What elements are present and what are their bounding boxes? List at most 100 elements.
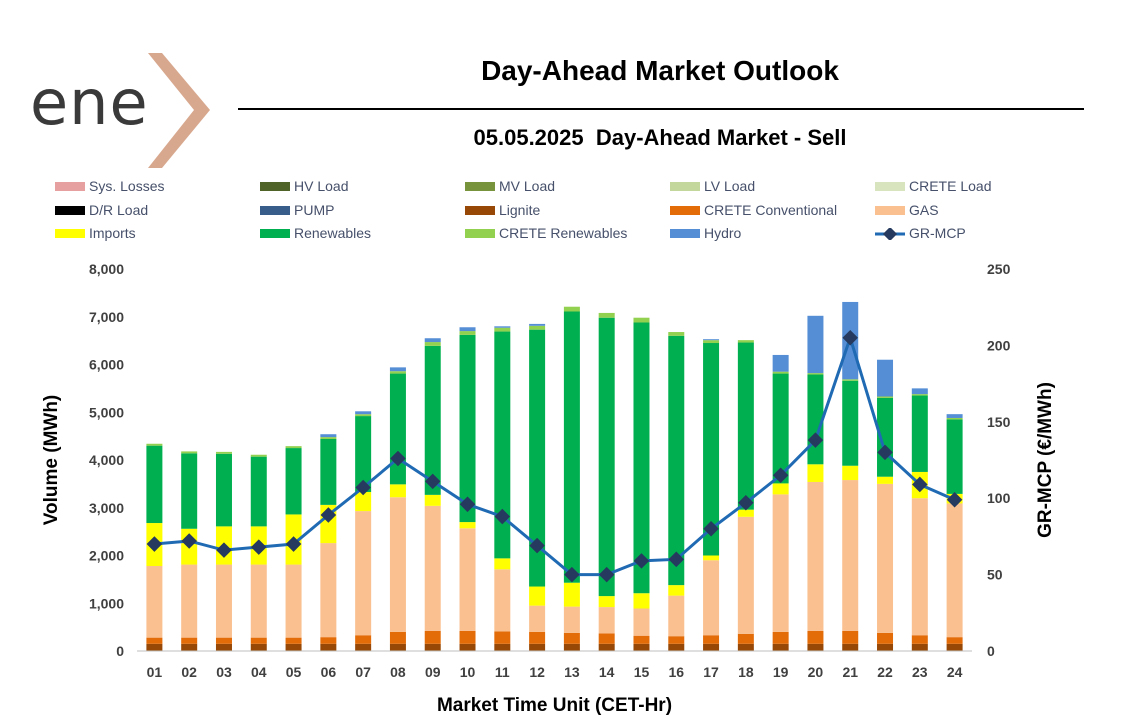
y-tick-label: 7,000 (89, 309, 124, 325)
bar-crete-conventional-04 (250, 637, 267, 644)
bar-crete-conventional-23 (911, 635, 928, 644)
legend-swatch (465, 205, 495, 215)
y2-tick-label: 0 (987, 643, 995, 659)
bar-gas-03 (215, 564, 232, 638)
bar-crete-conventional-20 (807, 630, 824, 644)
bar-crete-conventional-12 (529, 631, 546, 644)
bar-crete-renewables-24 (946, 417, 963, 420)
bar-imports-13 (563, 582, 580, 607)
gr-mcp-point-04 (250, 539, 267, 555)
bar-hydro-22 (877, 359, 894, 397)
bar-crete-conventional-24 (946, 637, 963, 644)
legend-item-d-r-load: D/R Load (55, 201, 148, 219)
bar-renewables-12 (529, 329, 546, 587)
bar-crete-renewables-05 (285, 446, 302, 449)
legend-swatch (465, 228, 495, 238)
bar-crete-conventional-14 (598, 633, 615, 644)
bar-crete-conventional-03 (215, 637, 232, 644)
legend-swatch (55, 228, 85, 238)
bar-hydro-10 (459, 327, 476, 332)
bar-imports-10 (459, 522, 476, 529)
bar-crete-renewables-13 (563, 306, 580, 312)
bar-crete-conventional-05 (285, 637, 302, 644)
bar-imports-09 (424, 494, 441, 506)
x-tick-label: 14 (599, 664, 615, 680)
bar-crete-conventional-15 (633, 635, 650, 644)
bar-crete-renewables-19 (772, 371, 789, 374)
legend-swatch (55, 205, 85, 215)
y2-tick-label: 250 (987, 261, 1011, 277)
x-tick-label: 01 (147, 664, 163, 680)
x-tick-label: 06 (321, 664, 337, 680)
gr-mcp-point-22 (877, 444, 893, 461)
legend-item-hydro: Hydro (670, 224, 741, 242)
bar-crete-conventional-07 (355, 635, 372, 644)
bar-imports-02 (181, 528, 198, 565)
legend-item-crete-renewables: CRETE Renewables (465, 224, 627, 242)
x-tick-label: 15 (634, 664, 650, 680)
gr-mcp-point-20 (807, 432, 824, 448)
bar-renewables-18 (737, 342, 754, 510)
bar-lignite-01 (146, 643, 163, 651)
bar-crete-renewables-06 (320, 437, 337, 439)
bar-renewables-10 (459, 334, 476, 523)
bar-crete-renewables-11 (494, 327, 511, 332)
bar-lignite-04 (250, 643, 267, 651)
bar-crete-conventional-13 (563, 632, 580, 644)
legend-label: CRETE Load (909, 178, 992, 194)
gr-mcp-point-16 (668, 551, 685, 568)
bar-renewables-22 (877, 397, 894, 477)
bar-hydro-12 (529, 323, 546, 326)
bar-renewables-05 (285, 448, 302, 515)
x-tick-label: 11 (495, 664, 510, 680)
bar-imports-01 (146, 523, 163, 567)
bar-lignite-09 (424, 643, 441, 651)
legend-label: LV Load (704, 178, 756, 194)
legend-swatch (260, 228, 290, 238)
gr-mcp-point-21 (842, 329, 859, 346)
legend-swatch (55, 181, 85, 191)
legend-label: PUMP (294, 202, 335, 218)
bar-renewables-13 (563, 311, 580, 583)
bar-lignite-11 (494, 643, 511, 651)
legend-item-mv-load: MV Load (465, 177, 555, 195)
bar-crete-renewables-09 (424, 342, 441, 346)
bar-crete-renewables-08 (389, 371, 406, 374)
bar-imports-19 (772, 483, 789, 495)
bar-lignite-03 (215, 643, 232, 651)
y2-tick-label: 150 (987, 414, 1011, 430)
bar-renewables-02 (181, 453, 198, 529)
legend-item-lignite: Lignite (465, 201, 540, 219)
legend-item-imports: Imports (55, 224, 136, 242)
bar-crete-conventional-09 (424, 630, 441, 644)
chart-subtitle: 05.05.2025 Day-Ahead Market - Sell (473, 125, 847, 150)
bar-gas-24 (946, 503, 963, 638)
bar-lignite-02 (181, 643, 198, 651)
legend-line-swatch (875, 226, 905, 242)
x-tick-label: 04 (251, 664, 267, 680)
logo-text: ene (30, 66, 149, 139)
bar-imports-15 (633, 593, 650, 609)
legend-label: Renewables (294, 225, 372, 241)
bar-crete-renewables-22 (877, 396, 894, 398)
bar-imports-06 (320, 504, 337, 544)
bar-hydro-07 (355, 411, 372, 415)
bar-crete-conventional-19 (772, 631, 789, 644)
bar-renewables-23 (911, 395, 928, 472)
gr-mcp-point-17 (703, 520, 719, 537)
x-tick-label: 18 (738, 664, 754, 680)
bar-crete-renewables-17 (703, 340, 720, 344)
gr-mcp-point-12 (529, 537, 545, 554)
gr-mcp-point-10 (459, 496, 476, 513)
bar-renewables-21 (842, 380, 859, 466)
bar-crete-renewables-14 (598, 312, 615, 318)
bar-crete-renewables-16 (668, 332, 685, 336)
legend-swatch (670, 205, 700, 215)
bar-crete-conventional-08 (389, 631, 406, 644)
bar-gas-23 (911, 498, 928, 636)
bar-crete-renewables-23 (911, 394, 928, 396)
bar-imports-22 (877, 476, 894, 484)
bar-imports-16 (668, 585, 685, 596)
bar-renewables-24 (946, 419, 963, 494)
logo-chevron-icon (148, 53, 210, 168)
